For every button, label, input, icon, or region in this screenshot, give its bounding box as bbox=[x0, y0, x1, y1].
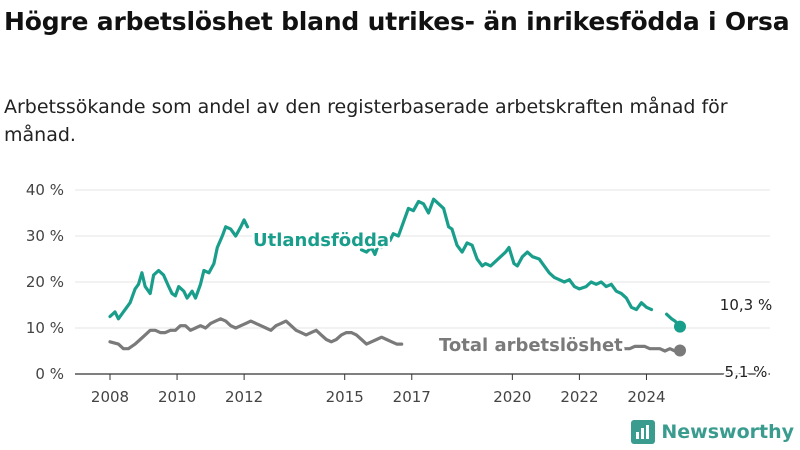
x-tick-label: 2024 bbox=[627, 388, 665, 406]
end-label-total-halo: 5,1 % bbox=[725, 363, 768, 381]
x-tick-label: 2015 bbox=[326, 388, 364, 406]
series-total-arbetsloshet-line bbox=[108, 317, 404, 351]
x-tick-label: 2020 bbox=[493, 388, 531, 406]
series-label-utlandsfodda: Utlandsfödda bbox=[253, 230, 389, 251]
series-total-arbetsloshet-line bbox=[562, 340, 682, 353]
bar-chart-icon bbox=[631, 420, 656, 444]
end-label-total: 5,1 % bbox=[725, 363, 768, 381]
series-label-utlandsfodda-halo: Utlandsfödda bbox=[253, 230, 389, 251]
x-tick-label: 2022 bbox=[560, 388, 598, 406]
series-utlandsfodda-end-point bbox=[674, 320, 686, 333]
end-label-utlandsfodda: 10,3 % bbox=[720, 296, 772, 314]
y-tick-label: 10 % bbox=[26, 319, 64, 337]
series-label-total-arbetsloshet: Total arbetslöshet bbox=[439, 335, 623, 356]
newsworthy-logo[interactable]: Newsworthy bbox=[631, 420, 794, 444]
chart-subtitle: Arbetssökande som andel av den registerb… bbox=[4, 96, 728, 146]
y-tick-label: 0 % bbox=[35, 365, 64, 383]
x-tick-label: 2017 bbox=[393, 388, 431, 406]
series-utlandsfodda-line bbox=[108, 218, 250, 321]
y-tick-label: 30 % bbox=[26, 227, 64, 245]
x-tick-label: 2008 bbox=[91, 388, 129, 406]
series-utlandsfodda-line bbox=[359, 197, 654, 312]
chart-title: Högre arbetslöshet bland utrikes- än inr… bbox=[4, 7, 790, 36]
brand-name: Newsworthy bbox=[661, 421, 794, 443]
x-tick-label: 2012 bbox=[225, 388, 263, 406]
y-tick-label: 40 % bbox=[26, 181, 64, 199]
y-tick-label: 20 % bbox=[26, 273, 64, 291]
series-total-arbetsloshet-end-point bbox=[674, 344, 686, 357]
end-label-utlandsfodda-halo: 10,3 % bbox=[720, 296, 772, 314]
series-label-total-arbetsloshet-halo: Total arbetslöshet bbox=[439, 335, 623, 356]
x-tick-label: 2010 bbox=[158, 388, 196, 406]
